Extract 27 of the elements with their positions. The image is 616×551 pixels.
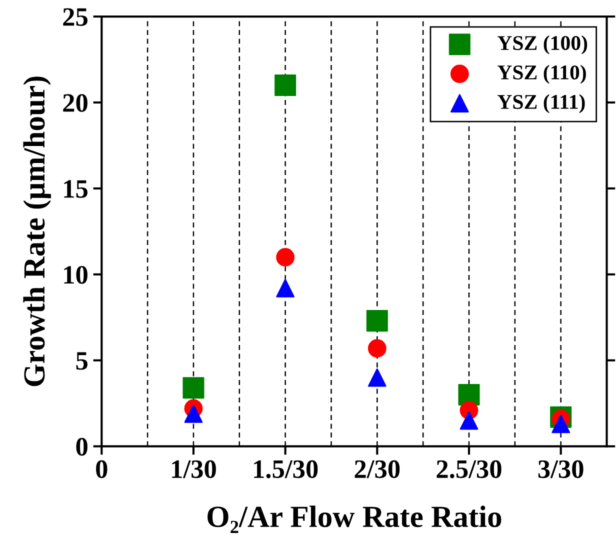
point (184, 404, 203, 423)
point (182, 377, 204, 399)
y-tick-label: 20 (63, 94, 88, 112)
point (552, 414, 570, 434)
y-tick-label: 15 (64, 180, 88, 198)
x-tick-label: 0 (96, 460, 108, 478)
y-tick-label: 0 (76, 438, 88, 456)
x-tick-label: 1.5/30 (254, 460, 318, 478)
x-tick-label: 1/30 (172, 460, 216, 478)
y-tick-label: 25 (63, 8, 88, 26)
x-tick-label: 2/30 (354, 460, 400, 478)
legend-label: YSZ (110) (498, 64, 586, 84)
point (460, 411, 478, 430)
point (274, 74, 296, 96)
y-tick-label: 5 (76, 352, 88, 370)
x-axis-title: O₂/Ar Flow Rate Ratio (208, 506, 502, 533)
x-tick-label: 3/30 (538, 460, 584, 478)
legend-label: YSZ (111) (498, 94, 585, 114)
point (368, 368, 386, 387)
y-axis-title: Growth Rate (µm/hour) (23, 76, 51, 386)
legend-label: YSZ (100) (498, 35, 588, 54)
point (276, 248, 295, 266)
point (368, 339, 386, 358)
y-tick-label: 10 (64, 266, 88, 284)
x-tick-label: 2.5/30 (436, 460, 502, 478)
point (276, 278, 295, 298)
point (366, 310, 388, 332)
